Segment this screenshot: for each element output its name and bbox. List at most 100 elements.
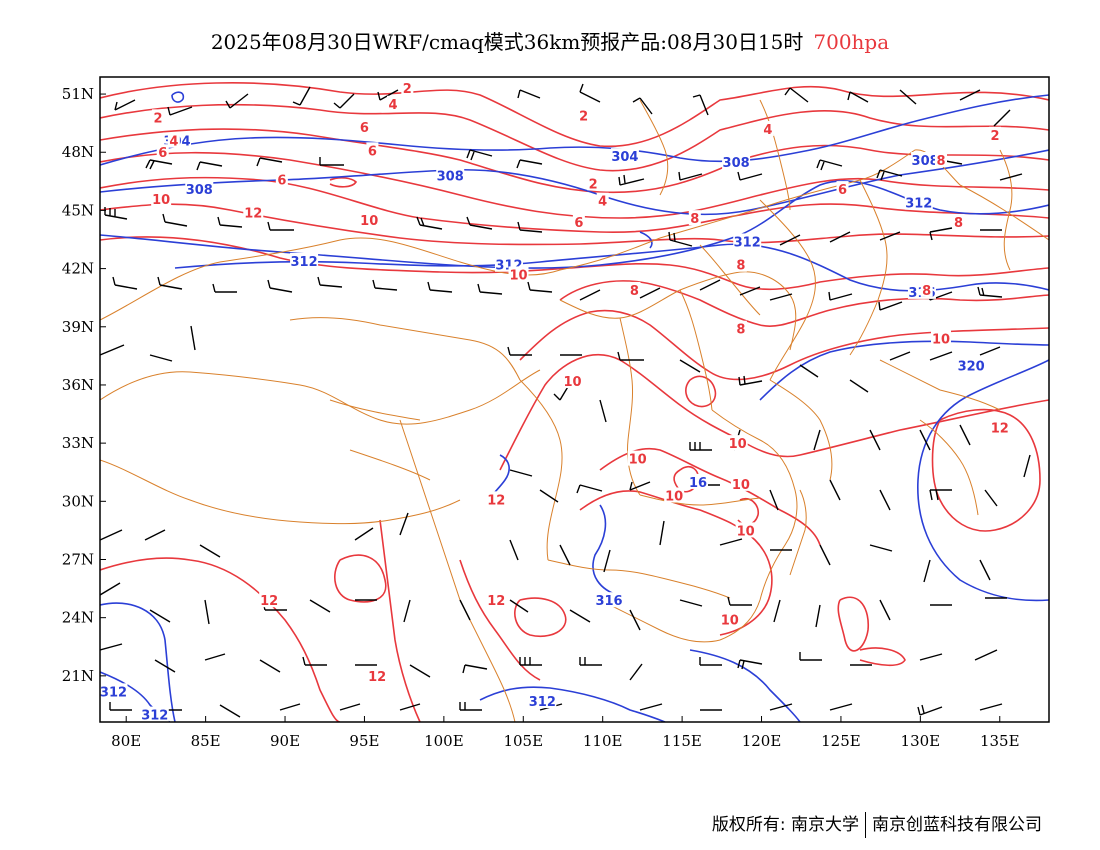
temperature-label-bg — [664, 487, 685, 503]
temperature-label: 6 — [158, 146, 167, 161]
temperature-label-bg — [952, 214, 965, 230]
geopotential-label: 312 — [905, 197, 932, 212]
lon-label: 130E — [901, 732, 941, 750]
temperature-label-bg — [508, 266, 529, 282]
temperature-label-bg — [259, 592, 280, 608]
lon-label: 135E — [980, 732, 1020, 750]
geopotential-label-bg — [290, 252, 319, 268]
geopotential-label-bg — [595, 592, 624, 608]
lon-label: 120E — [742, 732, 782, 750]
temperature-label: 2 — [589, 177, 598, 192]
copyright-right: 南京创蓝科技有限公司 — [872, 815, 1042, 835]
temperature-contours — [100, 82, 1049, 722]
temperature-label-bg — [727, 435, 748, 451]
temperature-label-bg — [836, 181, 849, 197]
lat-label: 21N — [62, 667, 94, 685]
geopotential-label: 316 — [595, 594, 622, 609]
lon-label: 115E — [662, 732, 702, 750]
lat-label: 45N — [62, 201, 94, 219]
temperature-label: 8 — [922, 284, 931, 299]
geopotential-label-bg — [904, 194, 933, 210]
temperature-label: 10 — [665, 489, 683, 504]
chart-title: 2025年08月30日WRF/cmaq模式36km预报产品:08月30日15时 7… — [0, 26, 1100, 55]
temperature-label-bg — [151, 190, 172, 206]
temperature-label-bg — [243, 204, 264, 220]
temperature-label-bg — [734, 320, 747, 336]
geopotential-label: 312 — [291, 255, 318, 270]
temperature-label: 4 — [389, 98, 398, 113]
temperature-label: 10 — [509, 268, 527, 283]
temperature-label-bg — [735, 522, 756, 538]
temperature-label-bg — [387, 95, 400, 111]
temperature-label: 8 — [736, 259, 745, 274]
temperature-label-bg — [358, 119, 371, 135]
lat-label: 33N — [62, 434, 94, 452]
footer-separator — [865, 812, 866, 838]
geopotential-label: 312 — [529, 695, 556, 710]
temperature-label: 4 — [598, 195, 607, 210]
copyright-footer: 版权所有: 南京大学 南京创蓝科技有限公司 — [712, 810, 1042, 838]
temperature-label: 2 — [153, 111, 162, 126]
temperature-label-bg — [486, 592, 507, 608]
temperature-label: 4 — [763, 123, 772, 138]
temperature-label-bg — [734, 256, 747, 272]
boundary-lines — [100, 99, 1049, 722]
temperature-label: 10 — [360, 214, 378, 229]
lat-label: 42N — [62, 260, 94, 278]
temperature-label: 8 — [954, 216, 963, 231]
wind-barbs — [100, 83, 1031, 718]
temperature-label: 10 — [932, 332, 950, 347]
temperature-label: 2 — [990, 129, 999, 144]
lat-label: 24N — [62, 609, 94, 627]
lat-label: 39N — [62, 318, 94, 336]
lon-label: 125E — [821, 732, 861, 750]
temperature-label-bg — [628, 281, 641, 297]
lon-label: 105E — [503, 732, 543, 750]
lat-label: 27N — [62, 550, 94, 568]
temperature-label: 2 — [579, 109, 588, 124]
lat-label: 30N — [62, 492, 94, 510]
geopotential-label-bg — [733, 233, 762, 249]
lon-label: 90E — [270, 732, 300, 750]
temperature-label-bg — [572, 214, 585, 230]
geopotential-label: 308 — [912, 154, 939, 169]
temperature-label: 10 — [629, 453, 647, 468]
geopotential-label-bg — [610, 148, 639, 164]
temperature-label: 6 — [574, 216, 583, 231]
temperature-label: 6 — [368, 144, 377, 159]
temperature-label: 2 — [403, 82, 412, 97]
temperature-label-bg — [577, 107, 590, 123]
temperature-label: 6 — [277, 173, 286, 188]
temperature-label-bg — [486, 491, 507, 507]
temperature-label: 12 — [368, 670, 386, 685]
temperature-label-bg — [596, 192, 609, 208]
temperature-label-bg — [275, 171, 288, 187]
temperature-label: 10 — [563, 375, 581, 390]
temperature-label-bg — [719, 611, 740, 627]
temperature-label-bg — [627, 450, 648, 466]
temperature-label-bg — [920, 281, 933, 297]
latitude-axis: 51N 48N 45N 42N 39N 36N 33N 30N 27N 24N 21N — [62, 85, 106, 685]
geopotential-label: 308 — [186, 183, 213, 198]
geopotential-label-bg — [722, 153, 751, 169]
geopotential-contours — [100, 91, 1049, 722]
temperature-label-bg — [934, 152, 947, 168]
geopotential-label: 308 — [437, 170, 464, 185]
temperature-label: 6 — [360, 121, 369, 136]
temperature-label-bg — [156, 144, 169, 160]
geopotential-label-bg — [911, 152, 940, 168]
geopotential-label: 312 — [734, 235, 761, 250]
temperature-label: 12 — [487, 493, 505, 508]
temperature-label: 8 — [736, 323, 745, 338]
temperature-label-bg — [930, 330, 951, 346]
temperature-label: 10 — [152, 193, 170, 208]
longitude-axis: 80E 85E 90E 95E 100E 105E 110E 115E 120E 125E 130E… — [111, 716, 1020, 750]
temperature-label-bg — [562, 373, 583, 389]
title-level: 700hpa — [813, 30, 890, 54]
temperature-label-bg — [989, 419, 1010, 435]
temperature-label-bg — [761, 120, 774, 136]
geopotential-label: 308 — [723, 156, 750, 171]
plot-frame — [99, 76, 1050, 723]
temperature-label: 10 — [732, 478, 750, 493]
lon-label: 110E — [583, 732, 623, 750]
